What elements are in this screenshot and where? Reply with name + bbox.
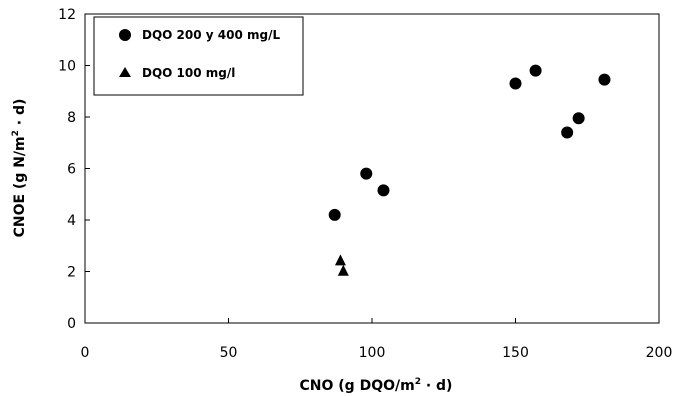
data-point-circle [360,167,373,180]
y-tick-label: 0 [67,316,76,332]
y-tick-label: 12 [58,7,76,23]
x-tick-label: 150 [502,345,529,361]
y-axis-title: CNOE (g N/m2 · d) [11,99,28,238]
legend-marker-circle [119,29,131,41]
y-tick-label: 4 [67,213,76,229]
data-point-circle [598,73,611,86]
x-tick-label: 0 [81,345,90,361]
legend-marker-triangle [119,67,131,77]
x-axis-title: CNO (g DQO/m2 · d) [300,377,453,394]
y-tick-label: 2 [67,265,76,281]
data-point-circle [529,64,542,77]
y-tick-label: 6 [67,162,76,178]
data-point-circle [561,126,574,139]
y-tick-label: 8 [67,110,76,126]
x-tick-label: 50 [220,345,238,361]
data-point-triangle [334,254,346,266]
y-tick-label: 10 [58,59,76,75]
data-point-circle [377,184,390,197]
x-tick-label: 200 [646,345,673,361]
data-point-circle [509,77,522,90]
data-point-circle [572,112,585,125]
legend-label-dqo-100: DQO 100 mg/l [142,66,235,80]
y-axis-ticks: 0 2 4 6 8 10 12 [58,7,90,332]
x-axis-ticks: 0 50 100 150 200 [81,318,673,361]
legend-label-dqo-200-400: DQO 200 y 400 mg/L [142,28,280,42]
data-point-triangle [337,264,349,276]
legend: DQO 200 y 400 mg/L DQO 100 mg/l [93,16,304,96]
legend-box [93,16,304,96]
data-point-circle [328,208,341,221]
x-tick-label: 100 [359,345,386,361]
data-points [328,64,611,276]
